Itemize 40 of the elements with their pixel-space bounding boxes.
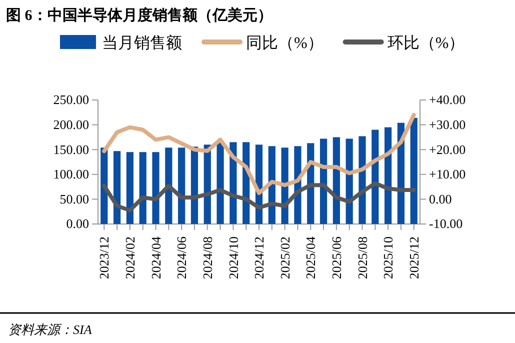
y-tick-label: 100.00 (53, 166, 89, 182)
x-tick-label: 2024/04 (148, 236, 164, 280)
y-tick-label: 250.00 (53, 92, 89, 108)
x-tick-label: 2025/10 (380, 236, 396, 280)
y2-tick-label: +30.00 (429, 116, 466, 132)
y-tick-label: 200.00 (53, 116, 89, 132)
y2-tick-label: 0.00 (429, 191, 452, 206)
x-tick-label: 2025/12 (406, 236, 422, 280)
x-tick-label: 2023/12 (96, 236, 112, 280)
bar (178, 148, 186, 224)
bar (139, 152, 146, 224)
x-tick-label: 2024/08 (200, 236, 215, 280)
x-tick-label: 2025/06 (328, 236, 344, 280)
legend-label: 环比（%） (387, 34, 465, 52)
x-tick-label: 2025/08 (354, 236, 370, 280)
bar (410, 118, 418, 224)
y2-tick-label: -10.00 (429, 216, 463, 232)
bar (113, 151, 121, 224)
bar (126, 152, 134, 224)
x-tick-label: 2024/12 (252, 236, 267, 280)
y-tick-label: 0.00 (66, 216, 89, 232)
y-tick-label: 50.00 (60, 191, 89, 206)
y-tick-label: 150.00 (53, 142, 89, 157)
bar (165, 148, 172, 224)
text: 资料来源：SIA (8, 322, 92, 337)
x-tick-label: 2024/10 (226, 236, 241, 280)
legend-label: 当月销售额 (102, 34, 182, 52)
y2-tick-label: +40.00 (429, 92, 466, 108)
x-tick-label: 2024/06 (174, 236, 190, 280)
legend-label: 同比（%） (246, 34, 324, 52)
chart-title: 图 6：中国半导体月度销售额（亿美元） (6, 6, 272, 24)
line-series (102, 181, 416, 212)
bar (152, 152, 160, 224)
line-series (102, 112, 416, 195)
bar (216, 142, 224, 224)
y2-tick-label: +10.00 (429, 166, 466, 182)
x-tick-label: 2025/02 (277, 236, 292, 280)
x-tick-label: 2024/02 (122, 236, 138, 280)
y2-tick-label: +20.00 (429, 142, 466, 157)
x-tick-label: 2025/04 (303, 236, 318, 280)
